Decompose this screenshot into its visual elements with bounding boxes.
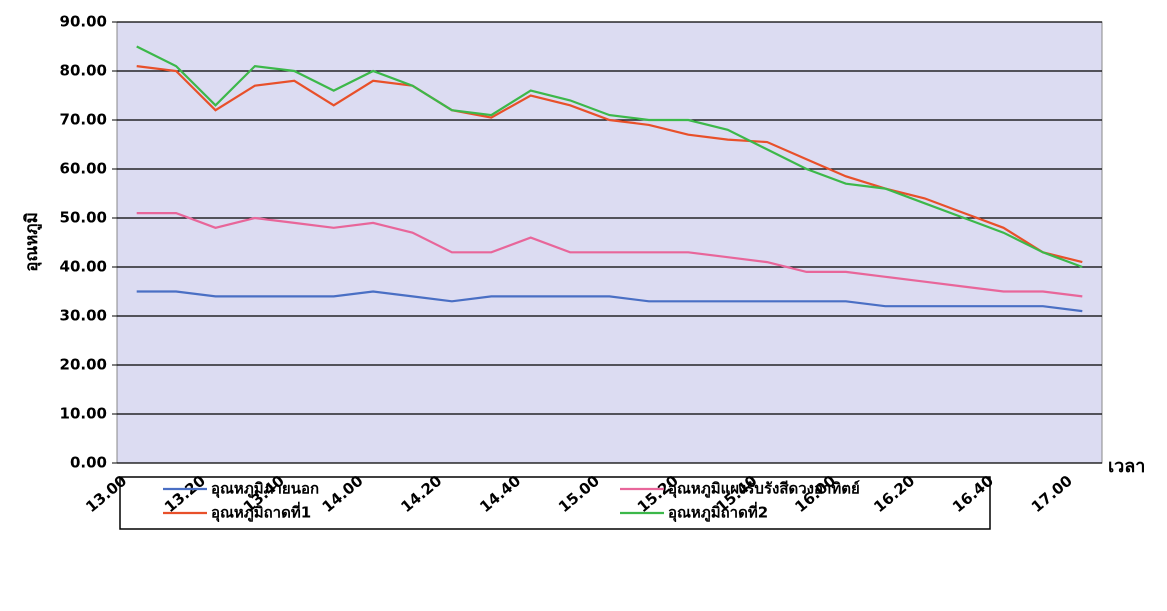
legend bbox=[119, 476, 991, 530]
y-tick-label: 90.00 bbox=[60, 13, 107, 31]
x-axis-label: เวลา bbox=[1108, 456, 1145, 477]
series-line bbox=[136, 45, 1083, 269]
y-tick-label: 50.00 bbox=[60, 209, 107, 227]
y-tick-label: 40.00 bbox=[60, 258, 107, 276]
series-line bbox=[136, 65, 1083, 264]
legend-label: อุณหภูมิแผงรับรังสีดวงอาทิตย์ bbox=[668, 480, 860, 499]
y-tick-label: 10.00 bbox=[60, 405, 107, 423]
x-tick-label: 17.00 bbox=[1028, 472, 1076, 516]
series-line bbox=[136, 290, 1083, 313]
y-tick-label: 30.00 bbox=[60, 307, 107, 325]
series-line bbox=[136, 212, 1083, 298]
y-tick-label: 70.00 bbox=[60, 111, 107, 129]
y-tick-label: 20.00 bbox=[60, 356, 107, 374]
plot-area bbox=[116, 21, 1103, 464]
legend-label: อุณหภูมิถาดที่2 bbox=[668, 502, 768, 523]
y-axis-label: อุณหภูมิ bbox=[22, 212, 43, 272]
legend-label: อุณหภูมิภายนอก bbox=[211, 480, 319, 499]
y-tick-label: 80.00 bbox=[60, 62, 107, 80]
legend-label: อุณหภูมิถาดที่1 bbox=[211, 502, 311, 523]
y-tick-label: 60.00 bbox=[60, 160, 107, 178]
y-tick-label: 0.00 bbox=[70, 454, 107, 472]
